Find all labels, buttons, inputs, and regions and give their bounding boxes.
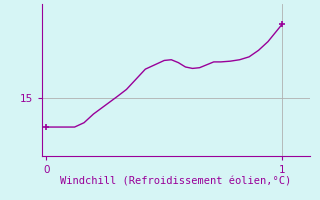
X-axis label: Windchill (Refroidissement éolien,°C): Windchill (Refroidissement éolien,°C) [60,176,292,186]
